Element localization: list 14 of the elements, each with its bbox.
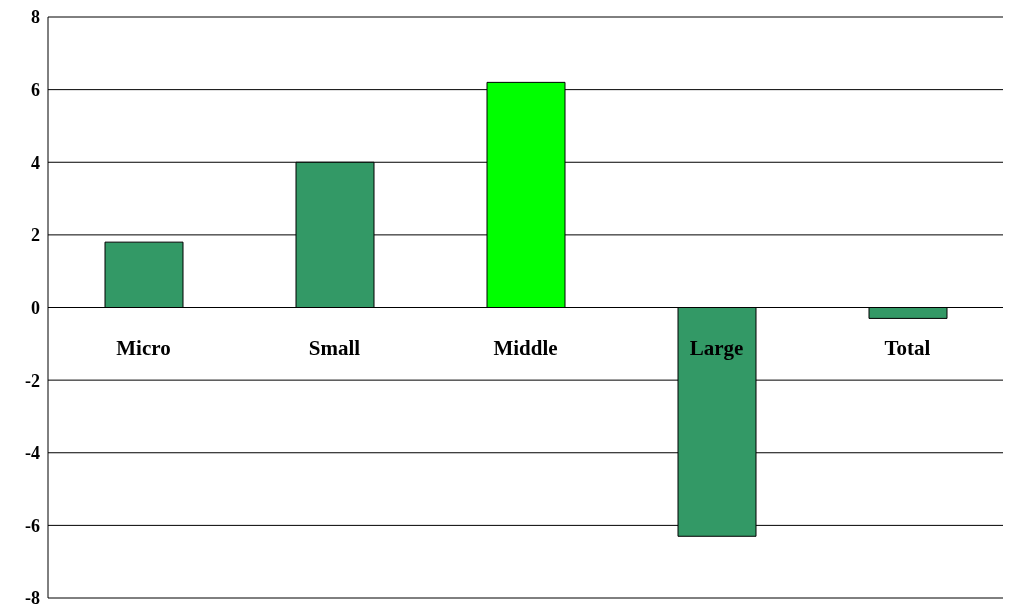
x-tick-label: Total xyxy=(884,335,931,360)
x-tick-label: Small xyxy=(308,335,361,360)
y-tick-label: 8 xyxy=(31,7,40,28)
y-tick-label: -8 xyxy=(25,588,40,609)
y-tick-label: 4 xyxy=(31,152,40,173)
y-tick-label: 6 xyxy=(31,80,40,101)
y-tick-label: 2 xyxy=(31,225,40,246)
y-tick-label: -2 xyxy=(25,370,40,391)
y-tick-label: -6 xyxy=(25,515,40,536)
x-tick-label: Middle xyxy=(493,335,558,360)
y-tick-label: 0 xyxy=(31,297,40,318)
x-tick-label: Micro xyxy=(116,335,171,360)
x-tick-label: Large xyxy=(689,335,744,360)
y-tick-label: -4 xyxy=(25,443,40,464)
